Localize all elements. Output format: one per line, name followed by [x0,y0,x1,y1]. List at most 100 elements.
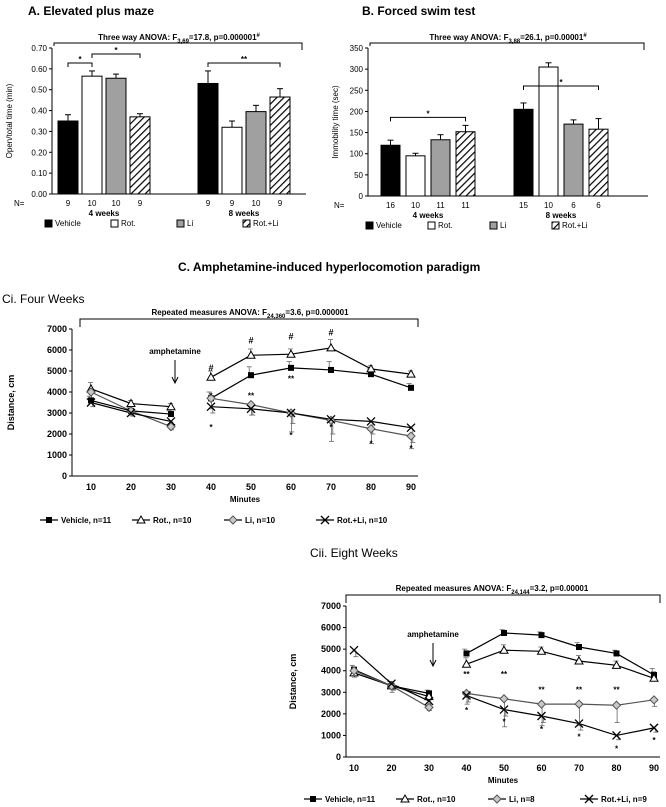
y-tick-label: 0.30 [31,127,47,136]
data-point-x [206,402,216,412]
data-point-x [349,645,359,655]
x-tick-label: 70 [326,482,336,492]
significance-label: ** [576,685,583,694]
data-point-square [613,650,620,657]
x-tick-label: 10 [86,482,96,492]
data-point-diamond [611,700,622,710]
y-tick-label: 0.10 [31,169,47,178]
legend-swatch [242,219,251,228]
bar [245,111,267,195]
panel-c-title: C. Amphetamine-induced hyperlocomotion p… [178,260,481,274]
data-point-triangle [461,659,472,668]
data-point-x [406,423,416,433]
y-tick-label: 0.00 [31,190,47,199]
data-point-diamond [246,399,256,410]
data-point-diamond [166,421,176,432]
data-point-diamond [326,415,336,426]
bar [513,108,534,197]
x-tick-label: 50 [246,482,256,492]
anova-stat-label: Repeated measures ANOVA: F24,360=3.6, p=… [151,308,349,320]
series-line [466,692,655,706]
data-point-triangle [246,350,256,359]
data-point-square [310,796,316,802]
x-tick-label: 20 [386,763,396,773]
n-label: 10 [88,199,97,208]
data-point-triangle [499,645,509,654]
y-tick-label: 250 [350,86,364,95]
significance-label: ** [501,670,508,679]
legend-label: Rot.+Li [562,221,588,230]
significance-label: # [208,363,213,373]
x-tick-label: 10 [349,763,359,773]
y-tick-label: 0.60 [31,65,47,74]
legend-label: Rot. [438,221,453,230]
four-weeks-chart: 0 1000 2000 3000 4000 5000 6000 7000 10 20 30 40 50 6… [6,308,419,525]
n-row-label: N= [334,201,345,210]
x-tick-label: 60 [286,482,296,492]
y-tick-label: 2000 [47,429,67,439]
significance-label: ** [288,375,295,384]
y-tick-label: 300 [350,65,364,74]
legend-swatch [551,221,560,230]
data-point-triangle [366,363,376,373]
amphetamine-arrowhead [429,659,437,668]
panel-a-title: A. Elevated plus maze [28,4,155,18]
n-label: 10 [544,201,553,210]
data-point-x [584,794,594,804]
significance-label: * [329,423,333,432]
data-point-x [366,416,376,426]
x-tick-label: 40 [206,482,216,492]
y-tick-label: 0.70 [31,44,47,53]
data-point-diamond [574,699,584,709]
significance-bracket [207,62,281,67]
n-label: 9 [138,199,143,208]
legend-label: Li, n=8 [509,795,535,804]
y-tick-label: 0 [336,752,341,762]
significance-label: * [502,718,506,727]
x-tick-label: 50 [499,763,509,773]
y-tick-label: 7000 [47,324,67,334]
legend-label: Li [500,221,506,230]
legend-label: Rot. [121,219,136,228]
x-tick-label: 90 [649,763,659,773]
y-axis-label: Distance, cm [6,375,16,431]
legend-label: Vehicle, n=11 [325,795,376,804]
y-tick-label: 1000 [47,450,67,460]
bar [588,128,609,197]
x-tick-label: 30 [424,763,434,773]
legend-label: Rot.+Li, n=9 [601,795,647,804]
y-axis-label: Immobility time (sec) [331,85,340,159]
y-tick-label: 350 [350,44,364,53]
epm-chart: 0.00 0.10 0.20 0.30 0.40 0.50 0.60 0.70 Open/tot… [5,33,306,228]
data-point-square [328,366,334,373]
data-point-square [88,397,94,404]
data-point-diamond [228,515,238,525]
data-point-x [246,404,256,414]
n-label: 9 [278,199,283,208]
fst-chart: 0 50 100 150 200 250 300 350 Immobility time (se… [331,33,648,230]
significance-label: # [288,332,293,342]
bar [105,77,127,195]
data-point-triangle [400,793,410,803]
y-tick-label: 1000 [321,730,341,740]
n-label: 9 [206,199,211,208]
x-tick-label: 40 [461,763,471,773]
y-tick-label: 4000 [47,387,67,397]
data-point-x [612,730,621,740]
data-point-square [538,632,545,639]
significance-bracket [67,62,93,67]
anova-bracket [345,594,661,603]
series-line [466,632,655,676]
significance-label: * [540,725,544,734]
data-point-square [463,650,470,657]
group-label: 4 weeks [89,209,120,218]
series-line [466,694,655,737]
significance-bracket [523,85,599,90]
significance-label: ** [248,391,255,400]
data-point-diamond [424,702,434,713]
data-point-x [387,679,396,689]
data-point-diamond [366,424,376,434]
n-label: 9 [230,199,235,208]
data-point-triangle [406,369,416,378]
data-point-square [46,517,52,523]
